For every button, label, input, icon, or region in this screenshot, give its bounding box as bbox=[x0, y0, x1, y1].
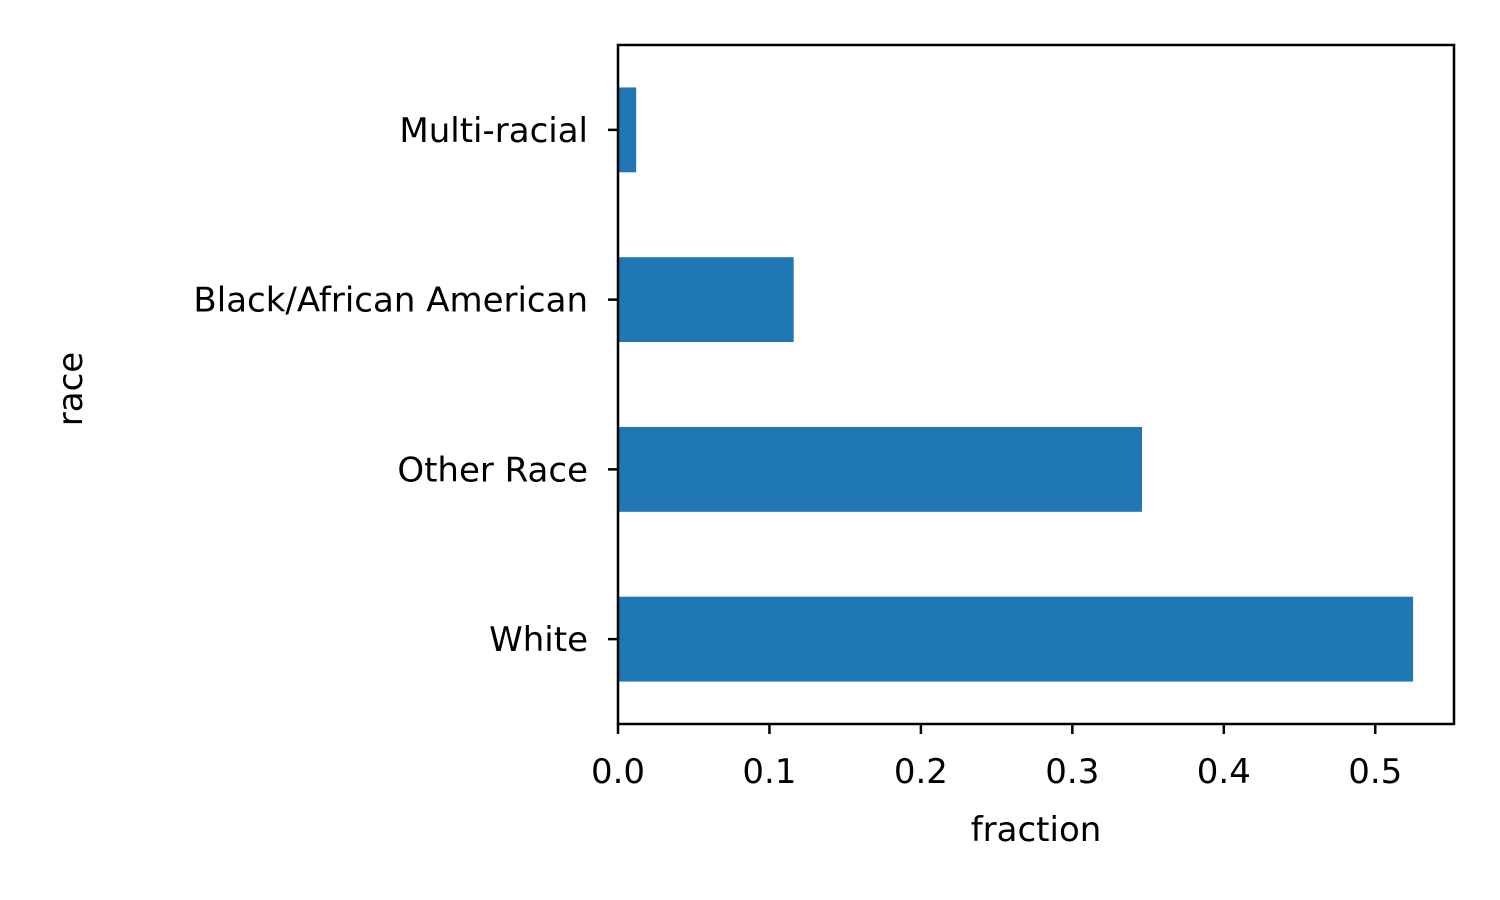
x-tick-label: 0.5 bbox=[1348, 752, 1402, 792]
plot-frame bbox=[616, 43, 1456, 726]
y-axis-ticks: White Other Race Black/African American Mul… bbox=[193, 111, 618, 660]
y-tick-label: White bbox=[489, 620, 588, 660]
y-tick-label: Multi-racial bbox=[399, 111, 588, 151]
bars bbox=[618, 87, 1414, 682]
y-tick-label: Other Race bbox=[397, 450, 588, 490]
bar-black-african-american bbox=[618, 257, 794, 343]
x-tick-label: 0.3 bbox=[1045, 752, 1099, 792]
bar-white bbox=[618, 596, 1414, 682]
x-tick-label: 0.4 bbox=[1197, 752, 1251, 792]
bar-other-race bbox=[618, 426, 1143, 512]
x-axis-ticks: 0.0 0.1 0.2 0.3 0.4 0.5 bbox=[591, 724, 1402, 792]
y-tick-label: Black/African American bbox=[193, 281, 588, 321]
x-tick-label: 0.2 bbox=[894, 752, 948, 792]
bar-multi-racial bbox=[618, 87, 637, 173]
x-tick-label: 0.0 bbox=[591, 752, 645, 792]
x-tick-label: 0.1 bbox=[742, 752, 796, 792]
x-axis-label: fraction bbox=[971, 810, 1102, 850]
y-axis-label: race bbox=[51, 352, 91, 426]
